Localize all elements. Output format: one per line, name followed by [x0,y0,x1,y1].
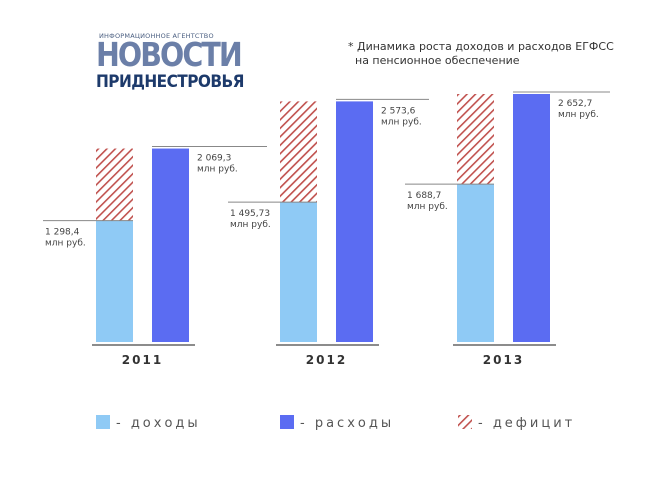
legend-label: - доходы [116,416,201,431]
subtitle-line-2: на пенсионное обеспечение [355,54,520,67]
expense-value-label: 2 069,3 [197,154,231,164]
income-value-label: 1 688,7 [407,191,441,201]
year-label: 2012 [306,353,347,367]
deficit-bar [457,94,494,185]
legend-label: - дефицит [478,416,575,431]
expense-value-label: 2 652,7 [558,99,592,109]
deficit-bar [280,101,317,203]
legend-label: - расходы [300,416,394,431]
news-agency-logo: ИНФОРМАЦИОННОЕ АГЕНТСТВО НОВОСТИ ПРИДНЕС… [96,32,244,94]
deficit-bar [96,148,133,221]
income-value-label: 1 495,73 [230,209,270,219]
income-value-label: 1 298,4 [45,228,80,238]
logo-subtitle: ПРИДНЕСТРОВЬЯ [96,72,244,91]
income-unit-label: млн руб. [45,239,86,249]
expense-value-label: 2 573,6 [381,106,416,116]
expense-bar [513,94,550,342]
year-label: 2013 [483,353,524,367]
legend-swatch [458,415,472,429]
year-label: 2011 [122,353,163,367]
income-bar [457,184,494,342]
legend-swatch [96,415,110,429]
income-unit-label: млн руб. [230,220,271,230]
logo-agency-text: ИНФОРМАЦИОННОЕ АГЕНТСТВО [99,32,214,40]
expense-bar [336,101,373,342]
income-unit-label: млн руб. [407,202,448,212]
chart-subtitle: * Динамика роста доходов и расходов ЕГФС… [348,40,638,68]
expense-unit-label: млн руб. [558,110,599,120]
logo-title: НОВОСТИ [96,35,243,74]
income-bar [280,202,317,342]
legend-swatch [280,415,294,429]
income-bar [96,220,133,342]
expense-bar [152,148,189,342]
expense-unit-label: млн руб. [381,117,422,127]
expense-unit-label: млн руб. [197,165,238,175]
subtitle-line-1: * Динамика роста доходов и расходов ЕГФС… [348,40,614,53]
